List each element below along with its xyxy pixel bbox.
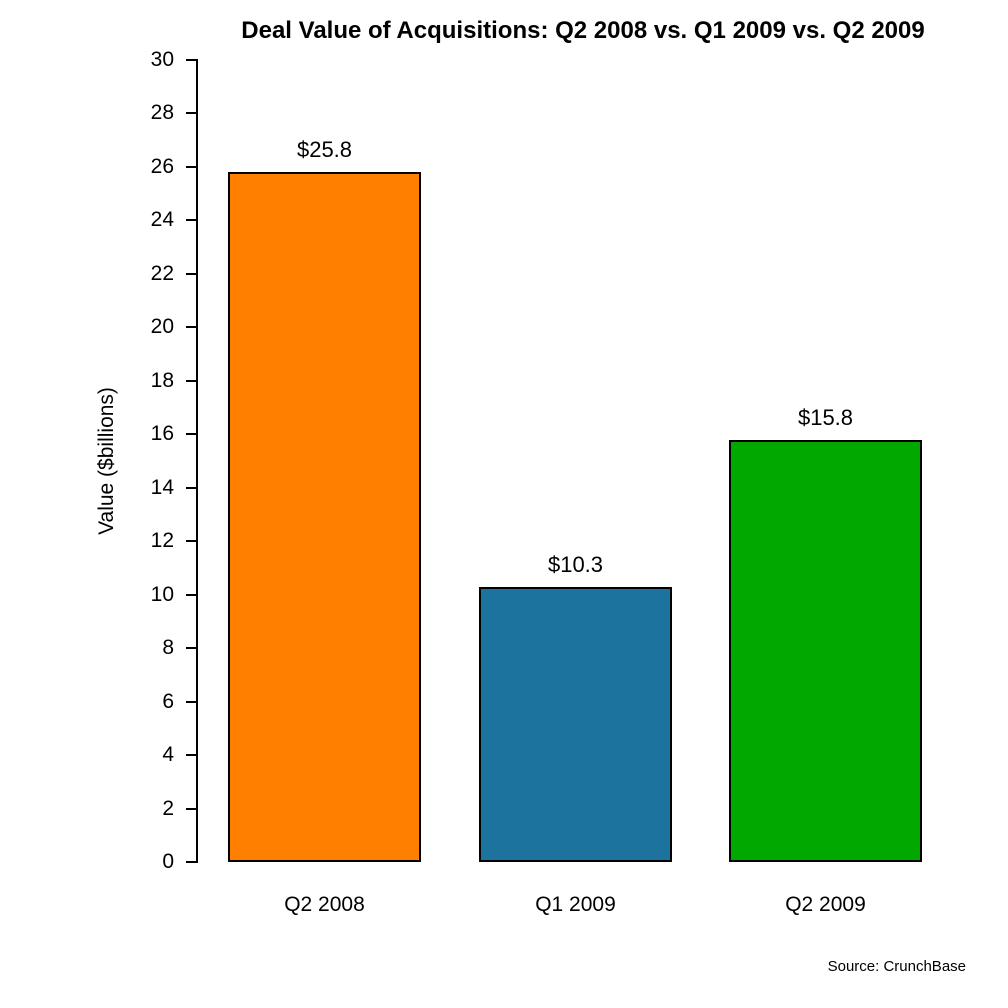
y-tick-mark xyxy=(186,112,196,115)
y-tick-label: 22 xyxy=(150,261,174,285)
y-tick-label: 18 xyxy=(150,368,174,392)
y-tick-label: 16 xyxy=(150,422,174,446)
y-tick-mark xyxy=(186,807,196,810)
y-tick-mark xyxy=(186,486,196,489)
y-tick-mark xyxy=(186,647,196,650)
y-tick-mark xyxy=(186,700,196,703)
y-tick-mark xyxy=(186,272,196,275)
y-tick-mark xyxy=(186,165,196,168)
y-tick-mark xyxy=(186,219,196,222)
y-tick-mark xyxy=(186,433,196,436)
y-tick-label: 8 xyxy=(162,636,174,660)
plot-area: 0 2 4 6 8 10 12 14 16 18 20 22 24 26 28 30 $25.8 Q2 2008… xyxy=(151,48,988,916)
y-tick-mark xyxy=(186,59,196,61)
bar-q2-2008 xyxy=(228,172,421,862)
chart-title: Deal Value of Acquisitions: Q2 2008 vs. … xyxy=(241,17,925,44)
y-tick-label: 24 xyxy=(150,208,174,232)
source-note: Source: CrunchBase xyxy=(827,958,966,975)
bar-q2-2009 xyxy=(729,439,922,862)
y-tick-label: 6 xyxy=(162,689,174,713)
y-tick-label: 10 xyxy=(150,582,174,606)
bar-value-label: $25.8 xyxy=(296,137,353,163)
y-tick-mark xyxy=(186,540,196,543)
y-tick-mark xyxy=(186,754,196,757)
y-tick-label: 0 xyxy=(162,850,174,873)
bar-q1-2009 xyxy=(479,586,672,862)
y-tick-label: 28 xyxy=(150,101,174,125)
y-tick-mark xyxy=(186,593,196,596)
y-tick-label: 26 xyxy=(150,154,174,178)
y-tick-mark xyxy=(186,326,196,329)
y-tick-label: 12 xyxy=(150,529,174,553)
bar-value-label: $15.8 xyxy=(797,404,854,430)
y-tick-label: 2 xyxy=(162,796,174,820)
y-tick-label: 30 xyxy=(150,48,174,71)
x-category-label: Q1 2009 xyxy=(535,893,616,916)
y-axis-label: Value ($billions) xyxy=(95,387,118,535)
y-tick-label: 20 xyxy=(150,315,174,339)
bar-value-label: $10.3 xyxy=(547,551,604,577)
y-tick-mark xyxy=(186,379,196,382)
y-tick-label: 4 xyxy=(162,743,174,767)
y-tick-label: 14 xyxy=(150,475,174,499)
x-category-label: Q2 2008 xyxy=(284,893,365,916)
y-axis-line xyxy=(196,59,198,863)
x-category-label: Q2 2009 xyxy=(785,893,866,916)
y-tick-mark xyxy=(186,861,196,863)
